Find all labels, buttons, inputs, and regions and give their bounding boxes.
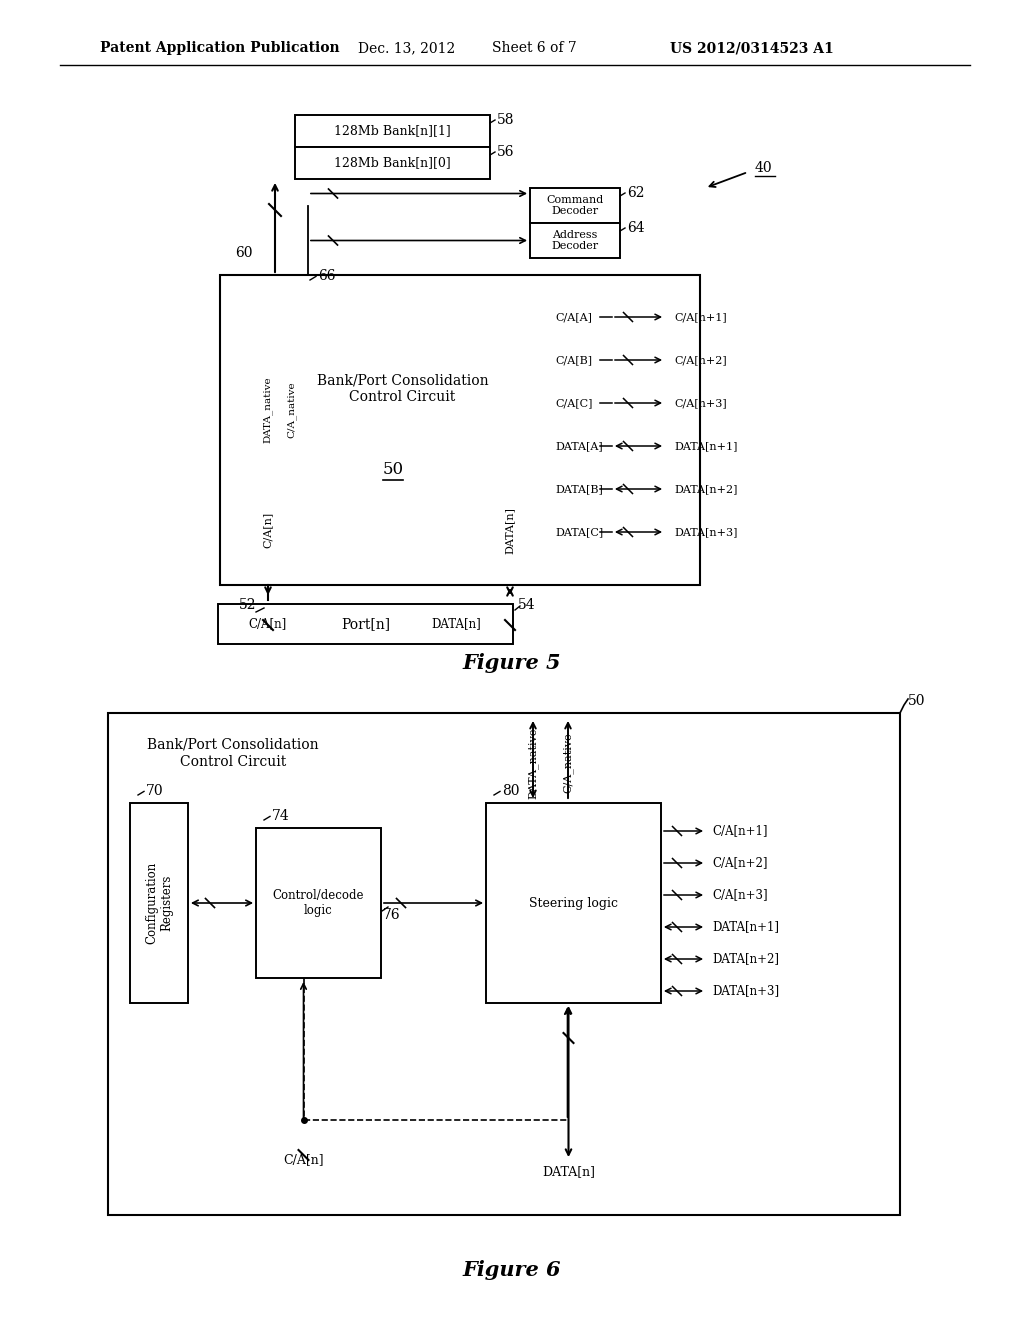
Text: DATA[C]: DATA[C] bbox=[555, 527, 603, 537]
Bar bbox=[295, 115, 490, 147]
Text: C/A[B]: C/A[B] bbox=[555, 355, 592, 366]
Text: DATA[n+1]: DATA[n+1] bbox=[674, 441, 737, 451]
Bar bbox=[295, 147, 490, 180]
Text: 40: 40 bbox=[755, 161, 773, 176]
Text: 54: 54 bbox=[518, 598, 536, 612]
Text: Control/decode
logic: Control/decode logic bbox=[272, 888, 365, 917]
Text: C/A[n+1]: C/A[n+1] bbox=[712, 825, 768, 837]
Text: C/A[n]: C/A[n] bbox=[284, 1154, 324, 1167]
Text: Bank/Port Consolidation: Bank/Port Consolidation bbox=[147, 738, 318, 752]
Text: 52: 52 bbox=[239, 598, 256, 612]
Text: Figure 6: Figure 6 bbox=[463, 1261, 561, 1280]
Text: Configuration
Registers: Configuration Registers bbox=[145, 862, 173, 944]
Text: DATA[n+2]: DATA[n+2] bbox=[674, 484, 737, 494]
Text: 80: 80 bbox=[502, 784, 519, 799]
Text: DATA[B]: DATA[B] bbox=[555, 484, 603, 494]
Text: 60: 60 bbox=[236, 246, 253, 260]
Text: Patent Application Publication: Patent Application Publication bbox=[100, 41, 340, 55]
Text: 62: 62 bbox=[627, 186, 644, 201]
Text: DATA[n]: DATA[n] bbox=[431, 618, 481, 631]
Text: C/A[n+3]: C/A[n+3] bbox=[712, 888, 768, 902]
Text: Port[n]: Port[n] bbox=[341, 616, 390, 631]
Text: C/A[n]: C/A[n] bbox=[248, 618, 287, 631]
Text: Sheet 6 of 7: Sheet 6 of 7 bbox=[492, 41, 577, 55]
Text: 76: 76 bbox=[383, 908, 400, 921]
Text: Bank/Port Consolidation: Bank/Port Consolidation bbox=[316, 374, 488, 387]
Text: C/A_native: C/A_native bbox=[287, 381, 297, 438]
Text: 66: 66 bbox=[318, 269, 336, 284]
Text: DATA[A]: DATA[A] bbox=[555, 441, 603, 451]
Text: Steering logic: Steering logic bbox=[529, 896, 618, 909]
Text: C/A[n]: C/A[n] bbox=[263, 512, 273, 548]
Text: 128Mb Bank[n][0]: 128Mb Bank[n][0] bbox=[334, 157, 451, 169]
Text: 64: 64 bbox=[627, 220, 645, 235]
Text: Address
Decoder: Address Decoder bbox=[552, 230, 599, 251]
Text: Control Circuit: Control Circuit bbox=[180, 755, 286, 770]
Text: DATA[n]: DATA[n] bbox=[542, 1166, 595, 1179]
Text: DATA_native: DATA_native bbox=[527, 727, 539, 799]
Text: C/A_native: C/A_native bbox=[562, 733, 573, 793]
Text: 50: 50 bbox=[908, 694, 926, 708]
Text: US 2012/0314523 A1: US 2012/0314523 A1 bbox=[670, 41, 834, 55]
Text: C/A[n+3]: C/A[n+3] bbox=[674, 399, 727, 408]
Text: 58: 58 bbox=[497, 114, 514, 127]
Text: C/A[n+2]: C/A[n+2] bbox=[674, 355, 727, 366]
Bar bbox=[130, 803, 188, 1003]
Text: 128Mb Bank[n][1]: 128Mb Bank[n][1] bbox=[334, 124, 451, 137]
Text: 50: 50 bbox=[382, 462, 403, 479]
Text: Command
Decoder: Command Decoder bbox=[547, 195, 603, 216]
Text: DATA[n+1]: DATA[n+1] bbox=[712, 920, 779, 933]
Bar bbox=[486, 803, 662, 1003]
Text: 70: 70 bbox=[146, 784, 164, 799]
Text: DATA[n]: DATA[n] bbox=[505, 507, 515, 553]
Text: 56: 56 bbox=[497, 145, 514, 158]
Text: DATA[n+3]: DATA[n+3] bbox=[712, 985, 779, 998]
Bar bbox=[256, 828, 381, 978]
Text: DATA[n+3]: DATA[n+3] bbox=[674, 527, 737, 537]
Bar bbox=[220, 275, 700, 585]
Text: C/A[C]: C/A[C] bbox=[555, 399, 593, 408]
Text: 74: 74 bbox=[272, 809, 290, 824]
Text: C/A[n+2]: C/A[n+2] bbox=[712, 857, 768, 870]
Text: DATA_native: DATA_native bbox=[263, 376, 272, 444]
Text: C/A[n+1]: C/A[n+1] bbox=[674, 312, 727, 322]
Bar bbox=[218, 605, 513, 644]
Bar bbox=[108, 713, 900, 1214]
Text: Dec. 13, 2012: Dec. 13, 2012 bbox=[358, 41, 456, 55]
Text: Control Circuit: Control Circuit bbox=[349, 389, 456, 404]
Text: DATA[n+2]: DATA[n+2] bbox=[712, 953, 779, 965]
Text: C/A[A]: C/A[A] bbox=[555, 312, 592, 322]
Bar bbox=[530, 223, 620, 257]
Bar bbox=[530, 187, 620, 223]
Text: Figure 5: Figure 5 bbox=[463, 653, 561, 673]
